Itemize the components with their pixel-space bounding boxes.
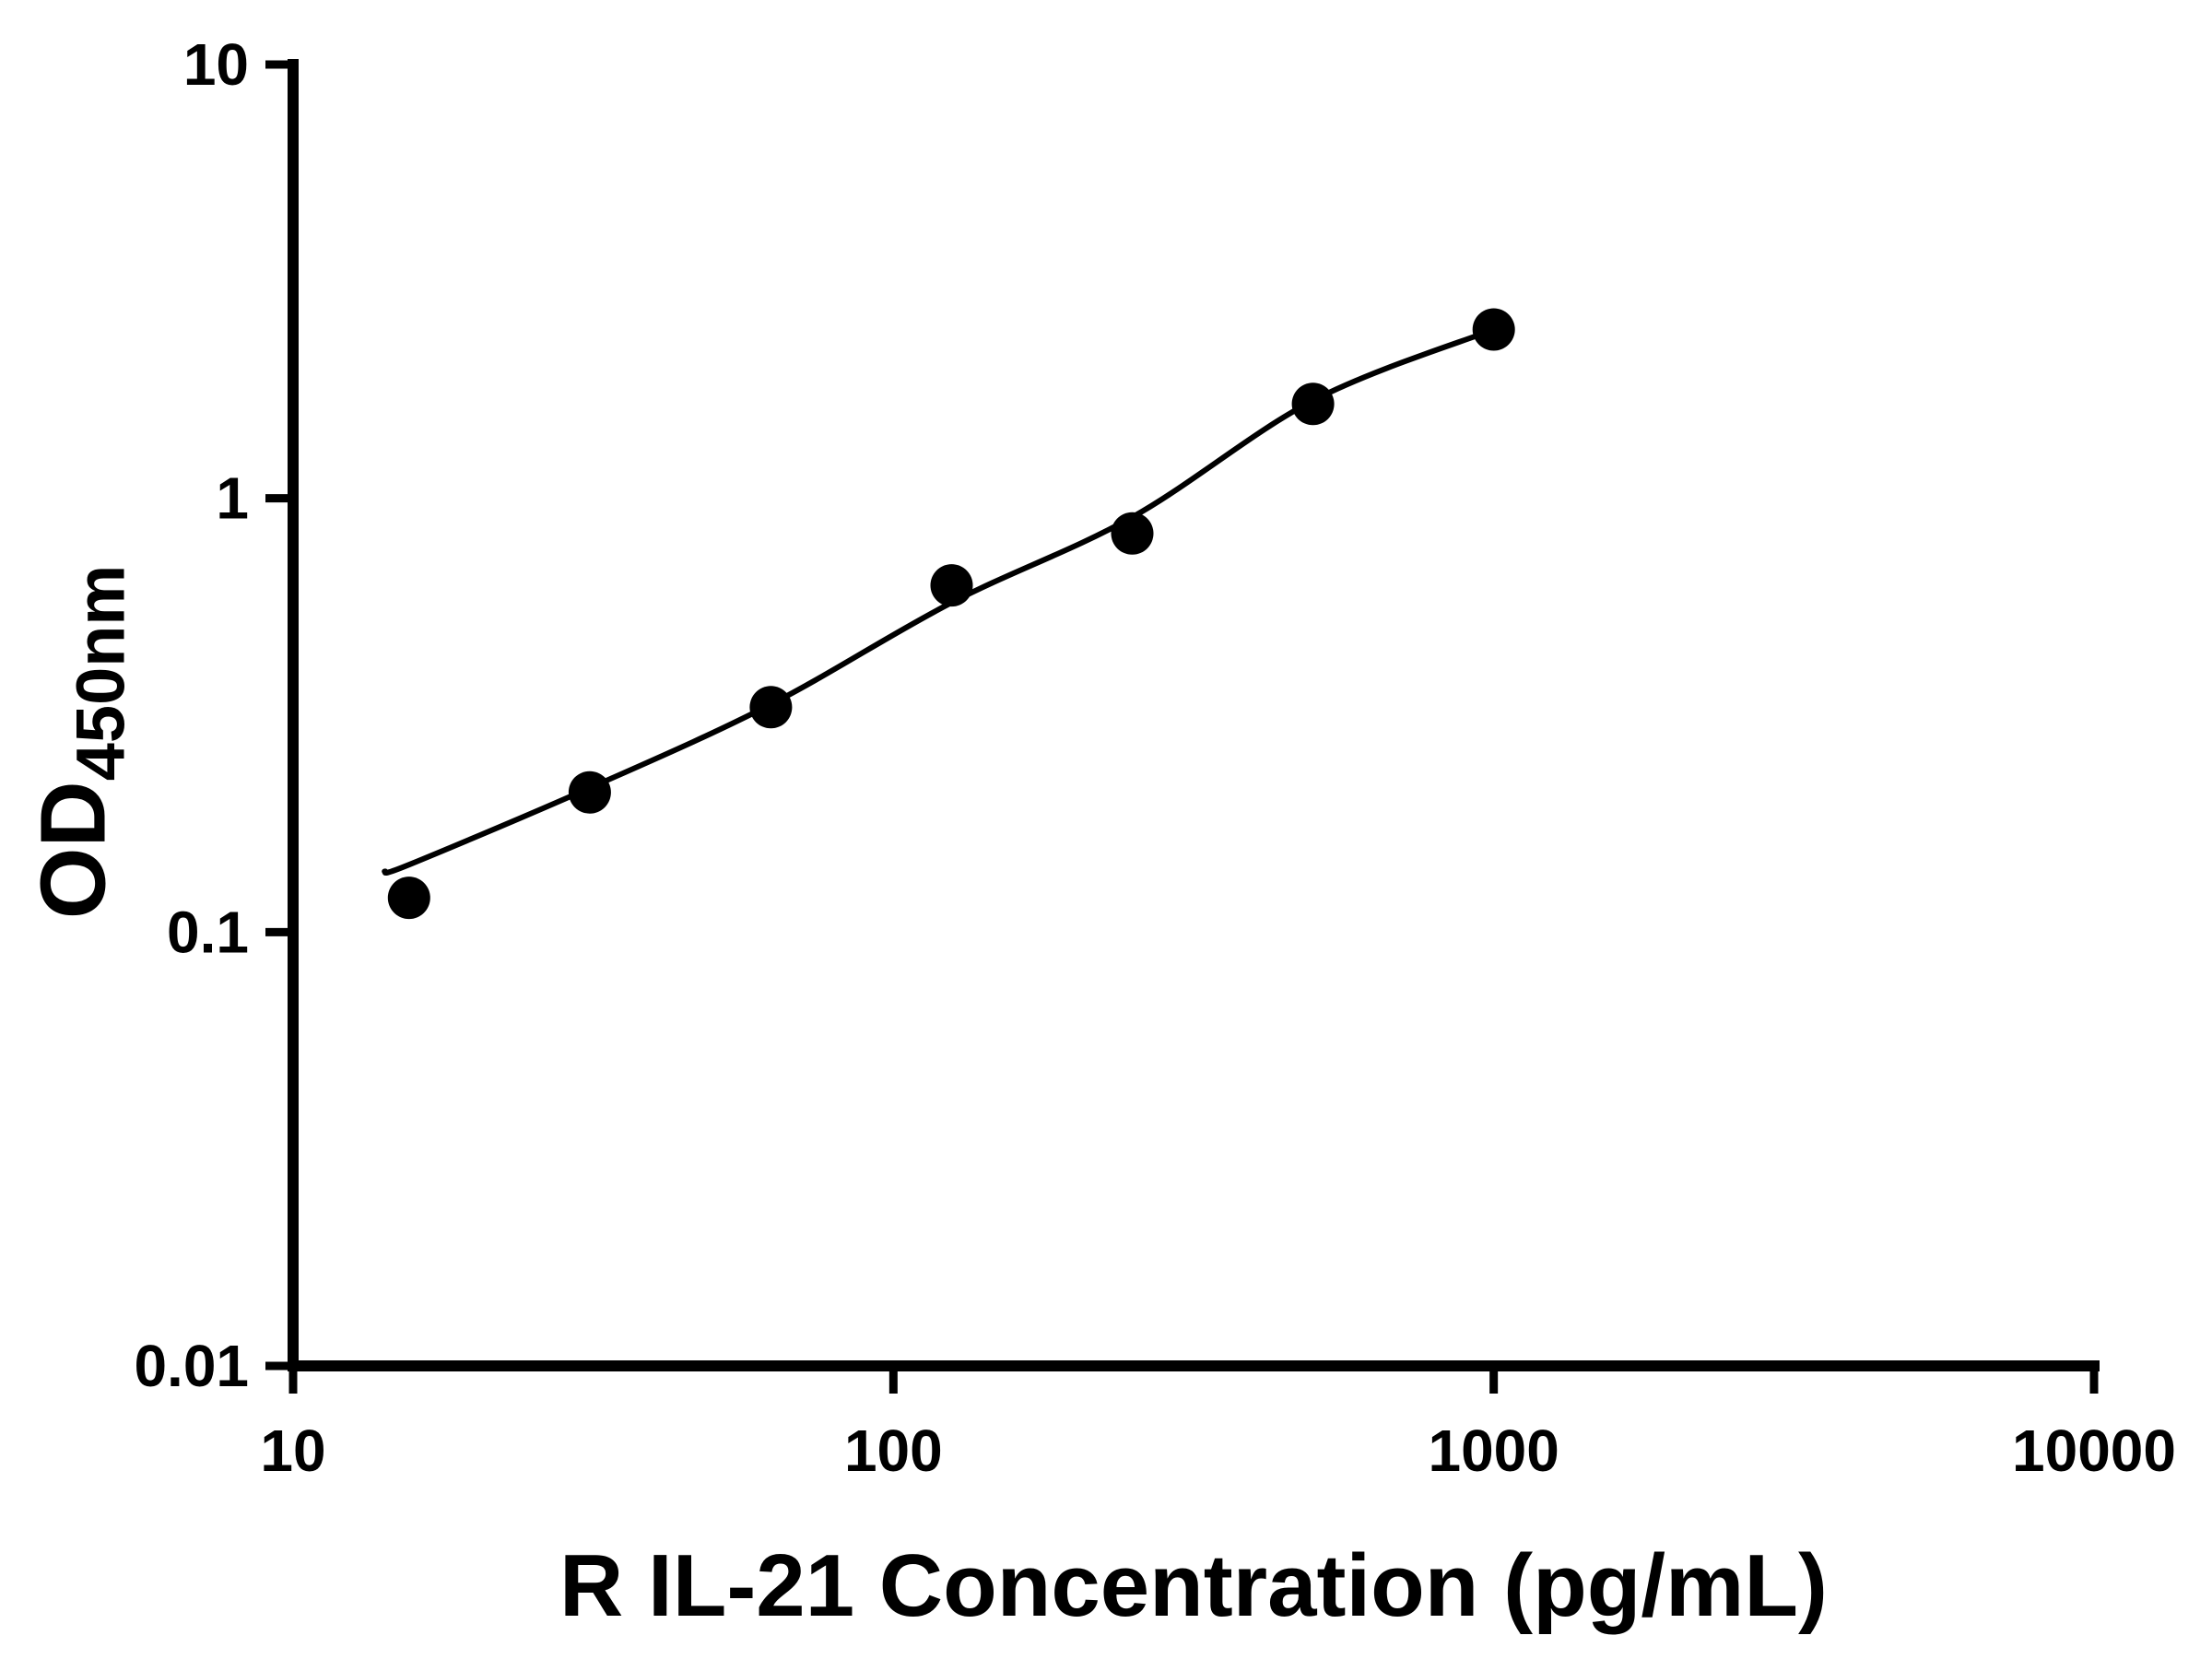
x-tick-label: 100 — [844, 1418, 943, 1484]
data-point — [568, 771, 611, 814]
data-point — [1291, 382, 1335, 426]
y-axis-title-main: OD — [21, 781, 125, 920]
data-point — [930, 564, 973, 607]
data-point — [749, 686, 793, 729]
y-tick-label: 0.1 — [167, 899, 249, 965]
x-tick-label: 10 — [260, 1418, 325, 1484]
data-point — [1472, 308, 1515, 351]
y-tick-label: 10 — [183, 31, 249, 98]
x-axis-title: R IL-21 Concentration (pg/mL) — [559, 1536, 1828, 1635]
y-axis-title: OD450nm — [22, 564, 139, 919]
y-tick-label: 0.01 — [134, 1333, 249, 1399]
x-tick-label: 1000 — [1428, 1418, 1559, 1484]
y-tick-label: 1 — [216, 465, 249, 532]
x-tick-label: 10000 — [2012, 1418, 2176, 1484]
data-point — [1111, 512, 1154, 555]
data-point — [387, 877, 430, 920]
y-axis-title-subscript: 450nm — [62, 564, 139, 782]
axes-spines — [288, 59, 2100, 1371]
